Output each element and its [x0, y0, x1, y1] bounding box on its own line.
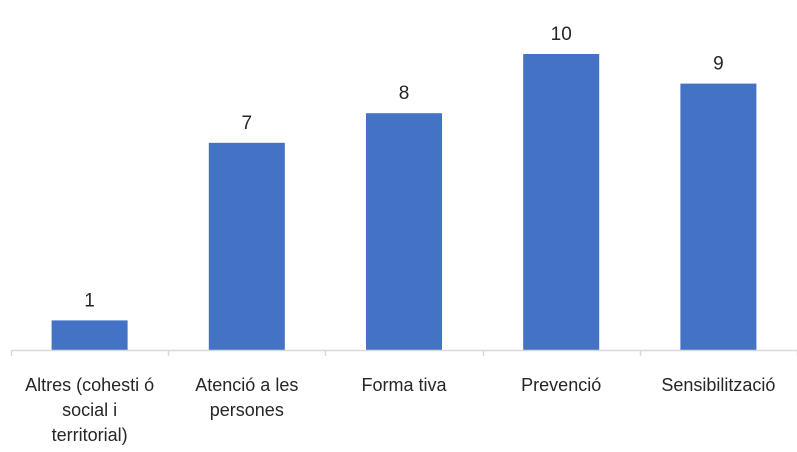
category-label-line: Prevenció: [521, 375, 601, 395]
category-labels-group: Altres (cohesti ó social i territorial) Ate…: [25, 375, 775, 445]
category-label-line: Forma tiva: [361, 375, 447, 395]
category-label: Sensibilització: [661, 375, 775, 395]
category-label-line: Atenció a les: [195, 375, 298, 395]
data-labels-group: 1 7 8 10 9: [84, 24, 723, 311]
bar: [680, 83, 757, 350]
category-label-line: territorial): [52, 425, 128, 445]
bar-value-label: 7: [242, 113, 253, 134]
category-label: Atenció a les persones: [195, 375, 298, 420]
category-label: Prevenció: [521, 375, 601, 395]
category-label-line: persones: [210, 400, 284, 420]
x-axis-ticks-group: [10, 350, 797, 356]
category-label-line: social i: [62, 400, 117, 420]
bar-value-label: 8: [399, 83, 410, 104]
bar: [208, 142, 285, 350]
category-label: Forma tiva: [361, 375, 447, 395]
category-label-line: Sensibilització: [661, 375, 775, 395]
bar: [51, 320, 128, 350]
bar-value-label: 1: [84, 290, 95, 311]
bar: [523, 54, 600, 350]
category-label: Altres (cohesti ó social i territorial): [25, 375, 154, 445]
bar: [366, 113, 442, 350]
category-label-line: Altres (cohesti ó: [25, 375, 154, 395]
bar-value-label: 10: [551, 24, 572, 45]
bar-value-label: 9: [713, 54, 724, 75]
bars-group: [51, 54, 757, 350]
